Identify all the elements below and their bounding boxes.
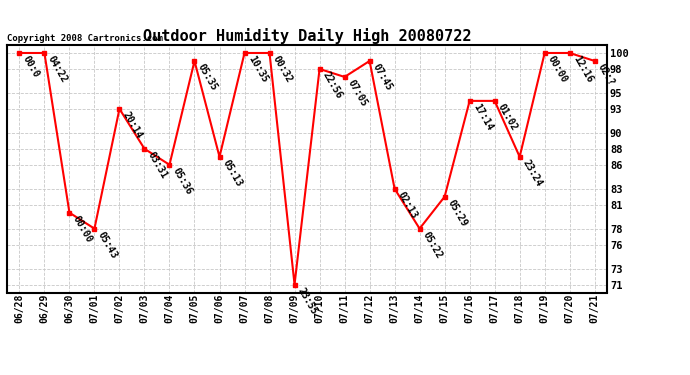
Text: 05:13: 05:13 [221,158,244,189]
Text: 23:55: 23:55 [296,286,319,316]
Text: 04:22: 04:22 [46,54,69,85]
Text: 17:14: 17:14 [471,102,494,133]
Text: 02:?: 02:? [596,62,616,88]
Text: Copyright 2008 Cartronics.com: Copyright 2008 Cartronics.com [7,33,163,42]
Text: 20:14: 20:14 [121,110,144,141]
Text: 00:32: 00:32 [271,54,294,85]
Text: 00:0: 00:0 [21,54,41,80]
Text: 12:16: 12:16 [571,54,594,85]
Text: 22:56: 22:56 [321,70,344,101]
Text: 05:29: 05:29 [446,198,469,228]
Text: 10:35: 10:35 [246,54,269,85]
Text: 00:00: 00:00 [546,54,569,85]
Text: 01:02: 01:02 [496,102,520,133]
Text: 03:31: 03:31 [146,150,169,181]
Text: 05:43: 05:43 [96,230,119,261]
Text: 07:05: 07:05 [346,78,369,109]
Text: 02:13: 02:13 [396,190,420,220]
Text: 05:36: 05:36 [171,166,194,196]
Text: 07:45: 07:45 [371,62,394,93]
Text: 05:22: 05:22 [421,230,444,261]
Title: Outdoor Humidity Daily High 20080722: Outdoor Humidity Daily High 20080722 [143,28,471,44]
Text: 05:35: 05:35 [196,62,219,93]
Text: 00:00: 00:00 [71,214,94,244]
Text: 23:24: 23:24 [521,158,544,189]
